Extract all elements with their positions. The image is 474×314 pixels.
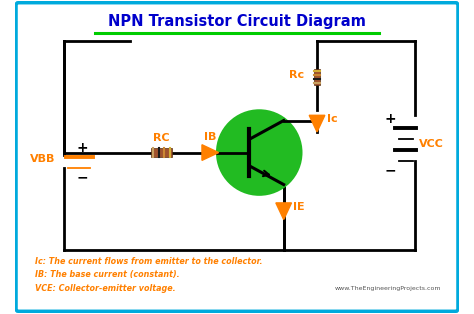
FancyBboxPatch shape — [16, 3, 458, 311]
Text: +: + — [76, 141, 88, 155]
Circle shape — [217, 110, 301, 195]
Text: Rc: Rc — [289, 70, 304, 80]
Text: IE: IE — [293, 202, 305, 212]
FancyBboxPatch shape — [151, 148, 172, 157]
Text: NPN Transistor Circuit Diagram: NPN Transistor Circuit Diagram — [108, 14, 366, 29]
Text: −: − — [384, 163, 396, 177]
Text: VCE: Collector-emitter voltage.: VCE: Collector-emitter voltage. — [35, 284, 175, 293]
Text: www.TheEngineeringProjects.com: www.TheEngineeringProjects.com — [335, 286, 441, 291]
Text: −: − — [76, 170, 88, 184]
Polygon shape — [202, 145, 219, 160]
Text: Ic: Ic — [327, 114, 337, 124]
Text: VCC: VCC — [419, 139, 444, 149]
FancyBboxPatch shape — [314, 69, 320, 85]
Text: IB: The base current (constant).: IB: The base current (constant). — [35, 270, 179, 279]
Text: Ic: The current flows from emitter to the collector.: Ic: The current flows from emitter to th… — [35, 257, 262, 266]
Polygon shape — [276, 203, 292, 219]
Polygon shape — [309, 115, 325, 132]
Text: RC: RC — [153, 133, 170, 143]
Text: IB: IB — [204, 132, 217, 142]
Text: +: + — [384, 112, 396, 126]
Text: VBB: VBB — [30, 154, 55, 164]
